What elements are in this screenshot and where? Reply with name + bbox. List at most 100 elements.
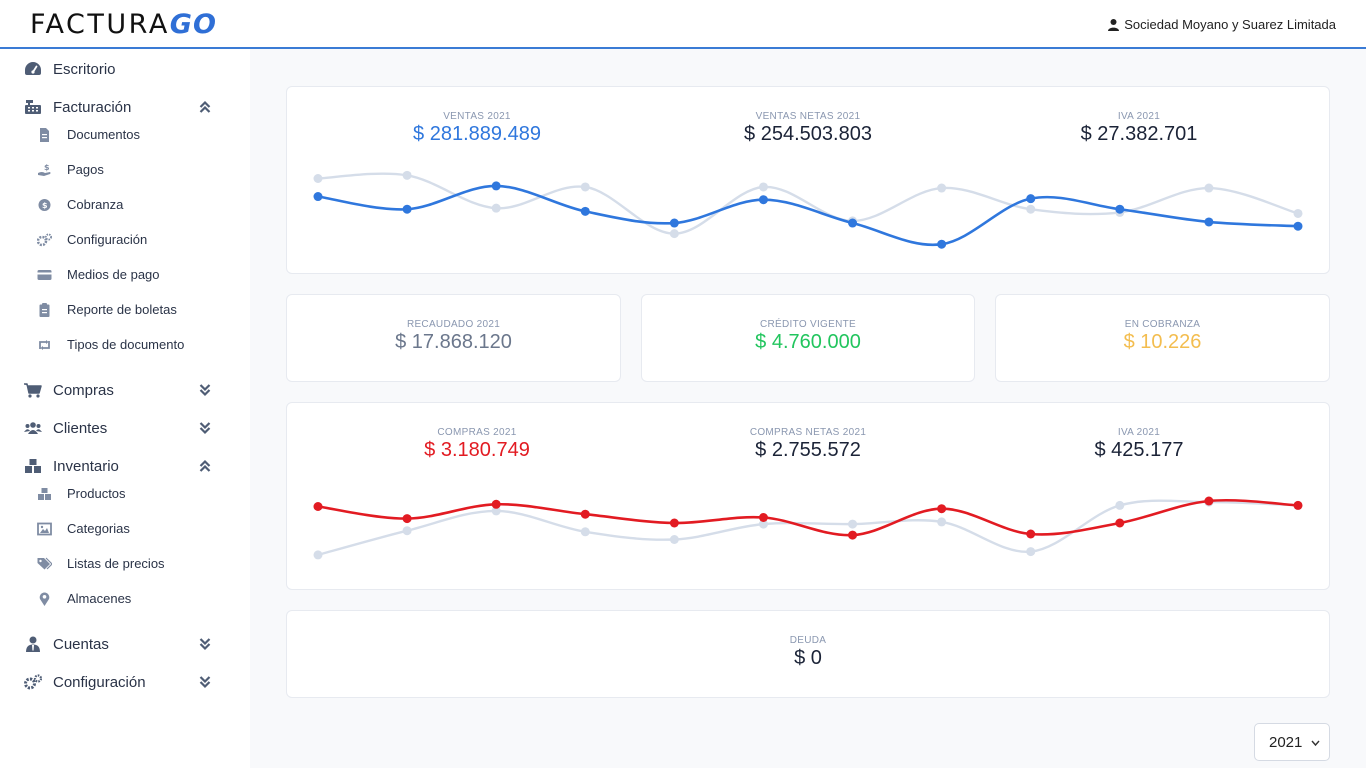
compras-card (286, 402, 1330, 590)
cobranza-stat: EN COBRANZA $ 10.226 (995, 319, 1330, 354)
sidebar-subitem-documentos[interactable]: Documentos (0, 122, 250, 148)
compras-chart-series-1-point-10[interactable] (1115, 518, 1125, 528)
year-select[interactable]: 2021 (1254, 723, 1330, 761)
credito-card (641, 294, 975, 382)
ventas-chart-series-2-point-1[interactable] (313, 174, 323, 183)
cobranza-value: $ 10.226 (1123, 331, 1202, 353)
deuda-label: DEUDA (789, 635, 827, 646)
compras-chart-series-1-point-9[interactable] (1026, 529, 1036, 539)
chevron-double-up-icon[interactable] (199, 100, 211, 114)
sidebar-item-configuracion[interactable]: Configuración (0, 667, 250, 697)
svg-text:$: $ (44, 163, 50, 172)
sidebar-sublabel: Productos (67, 486, 126, 501)
compras-chart-series-2-point-7[interactable] (848, 519, 858, 529)
compras-chart-series-1-point-12[interactable] (1293, 500, 1303, 510)
compras-chart-series-2-point-2[interactable] (402, 526, 412, 536)
ventas-chart-series-2-point-3[interactable] (491, 203, 501, 213)
compras-chart-series-2-point-3[interactable] (491, 506, 501, 516)
compras-chart-series-2-point-6[interactable] (758, 519, 768, 529)
compras-chart-series-1-line (317, 498, 1299, 537)
sidebar-item-clientes[interactable]: Clientes (0, 413, 250, 443)
ventas-chart-series-2-point-8[interactable] (937, 183, 947, 193)
chevron-double-down-icon[interactable] (199, 637, 211, 651)
sidebar-subitem-listas-de-precios[interactable]: Listas de precios (0, 551, 250, 577)
ventas-chart-series-1-point-9[interactable] (1026, 194, 1036, 204)
sidebar-item-facturacion[interactable]: Facturación (0, 92, 250, 122)
compras-chart-series-1-point-11[interactable] (1204, 496, 1214, 506)
sidebar-subitem-categorias[interactable]: Categorias (0, 516, 250, 542)
sidebar-subitem-medios-de-pago[interactable]: Medios de pago (0, 262, 250, 288)
sidebar-sublabel: Cobranza (67, 197, 124, 212)
user-name: Sociedad Moyano y Suarez Limitada (1124, 17, 1336, 32)
sidebar-subitem-productos[interactable]: Productos (0, 481, 250, 507)
user-menu[interactable]: Sociedad Moyano y Suarez Limitada (1108, 17, 1336, 32)
sidebar-sublabel: Listas de precios (67, 556, 165, 571)
ventas-chart-series-1-point-10[interactable] (1115, 204, 1125, 214)
ventas-label: VENTAS 2021 (443, 111, 511, 122)
sidebar-subitem-configuracion-facturacion[interactable]: Configuración (0, 227, 250, 253)
ventas-chart-series-2-point-12[interactable] (1293, 208, 1303, 218)
sidebar-subitem-tipos-de-documento[interactable]: Tipos de documento (0, 332, 250, 358)
credito-label: CRÉDITO VIGENTE (760, 319, 856, 330)
ventas-chart-series-2-point-9[interactable] (1026, 204, 1036, 214)
compras-netas-label: COMPRAS NETAS 2021 (749, 427, 867, 438)
compras-chart-series-2-point-10[interactable] (1115, 500, 1125, 510)
compras-chart-series-1-point-4[interactable] (580, 509, 590, 519)
iva-compras-stat: IVA 2021 $ 425.177 (1028, 427, 1250, 462)
ventas-chart-series-1-point-7[interactable] (848, 218, 858, 228)
ventas-chart-series-2-point-5[interactable] (669, 229, 679, 239)
ventas-chart-series-2-point-4[interactable] (580, 182, 590, 192)
ventas-chart-series-2-point-11[interactable] (1204, 183, 1214, 193)
chevron-double-up-icon[interactable] (199, 459, 211, 473)
sidebar-sublabel: Medios de pago (67, 267, 160, 282)
ventas-chart-series-1-line (317, 184, 1299, 247)
top-header: FACTURAGO Sociedad Moyano y Suarez Limit… (0, 0, 1366, 49)
compras-chart-series-2-point-9[interactable] (1026, 547, 1036, 557)
sidebar-subitem-reporte-de-boletas[interactable]: Reporte de boletas (0, 297, 250, 323)
compras-chart-series-1-point-3[interactable] (491, 499, 501, 509)
sidebar-sublabel: Reporte de boletas (67, 302, 177, 317)
compras-chart-series-2-point-4[interactable] (580, 527, 590, 537)
compras-chart-series-2-point-1[interactable] (313, 550, 323, 560)
compras-chart-series-1-point-6[interactable] (758, 513, 768, 522)
dashboard-icon (25, 62, 41, 75)
ventas-chart-series-1-point-3[interactable] (491, 181, 501, 191)
compras-value: $ 3.180.749 (424, 439, 530, 461)
user-tie-icon (26, 636, 40, 652)
compras-chart-series-1-point-8[interactable] (937, 504, 947, 514)
compras-chart-series-1-point-5[interactable] (669, 518, 679, 528)
sidebar-item-compras[interactable]: Compras (0, 375, 250, 405)
sidebar-subitem-almacenes[interactable]: Almacenes (0, 586, 250, 612)
iva-compras-value: $ 425.177 (1094, 439, 1184, 461)
sidebar-label-inventario: Inventario (53, 458, 119, 475)
compras-chart-series-1-point-7[interactable] (848, 530, 858, 540)
ventas-chart-series-1-point-2[interactable] (402, 204, 412, 214)
ventas-chart-series-2-point-2[interactable] (402, 170, 412, 180)
ventas-chart-series-1-point-6[interactable] (758, 195, 768, 205)
compras-chart-series-1-point-2[interactable] (402, 514, 412, 524)
chevron-double-down-icon[interactable] (199, 383, 211, 397)
compras-chart-series-2-point-5[interactable] (669, 535, 679, 544)
ventas-chart-series-1-point-1[interactable] (313, 192, 323, 202)
chevron-double-down-icon[interactable] (199, 421, 211, 435)
cobranza-label: EN COBRANZA (1124, 319, 1201, 330)
recaudado-value: $ 17.868.120 (395, 331, 512, 353)
compras-chart-series-1-point-1[interactable] (313, 502, 323, 511)
ventas-chart-series-1-point-12[interactable] (1293, 221, 1303, 231)
sidebar-subitem-cobranza[interactable]: $ Cobranza (0, 192, 250, 218)
users-icon (24, 422, 42, 434)
ventas-chart-series-1-point-11[interactable] (1204, 217, 1214, 227)
sidebar-item-escritorio[interactable]: Escritorio (0, 54, 250, 84)
sidebar-item-cuentas[interactable]: Cuentas (0, 629, 250, 659)
ventas-chart-series-1-point-8[interactable] (937, 239, 947, 249)
ventas-chart-series-1-point-5[interactable] (669, 218, 679, 228)
ventas-chart-series-1-point-4[interactable] (580, 206, 590, 216)
sidebar-subitem-pagos[interactable]: $ Pagos (0, 157, 250, 183)
app-logo[interactable]: FACTURAGO (30, 11, 217, 39)
sidebar-item-inventario[interactable]: Inventario (0, 451, 250, 481)
compras-chart-series-2-point-8[interactable] (937, 517, 947, 527)
ventas-card (286, 86, 1330, 274)
ventas-chart-series-2-point-6[interactable] (758, 182, 768, 192)
sidebar-label-escritorio: Escritorio (53, 61, 116, 78)
chevron-double-down-icon[interactable] (199, 675, 211, 689)
